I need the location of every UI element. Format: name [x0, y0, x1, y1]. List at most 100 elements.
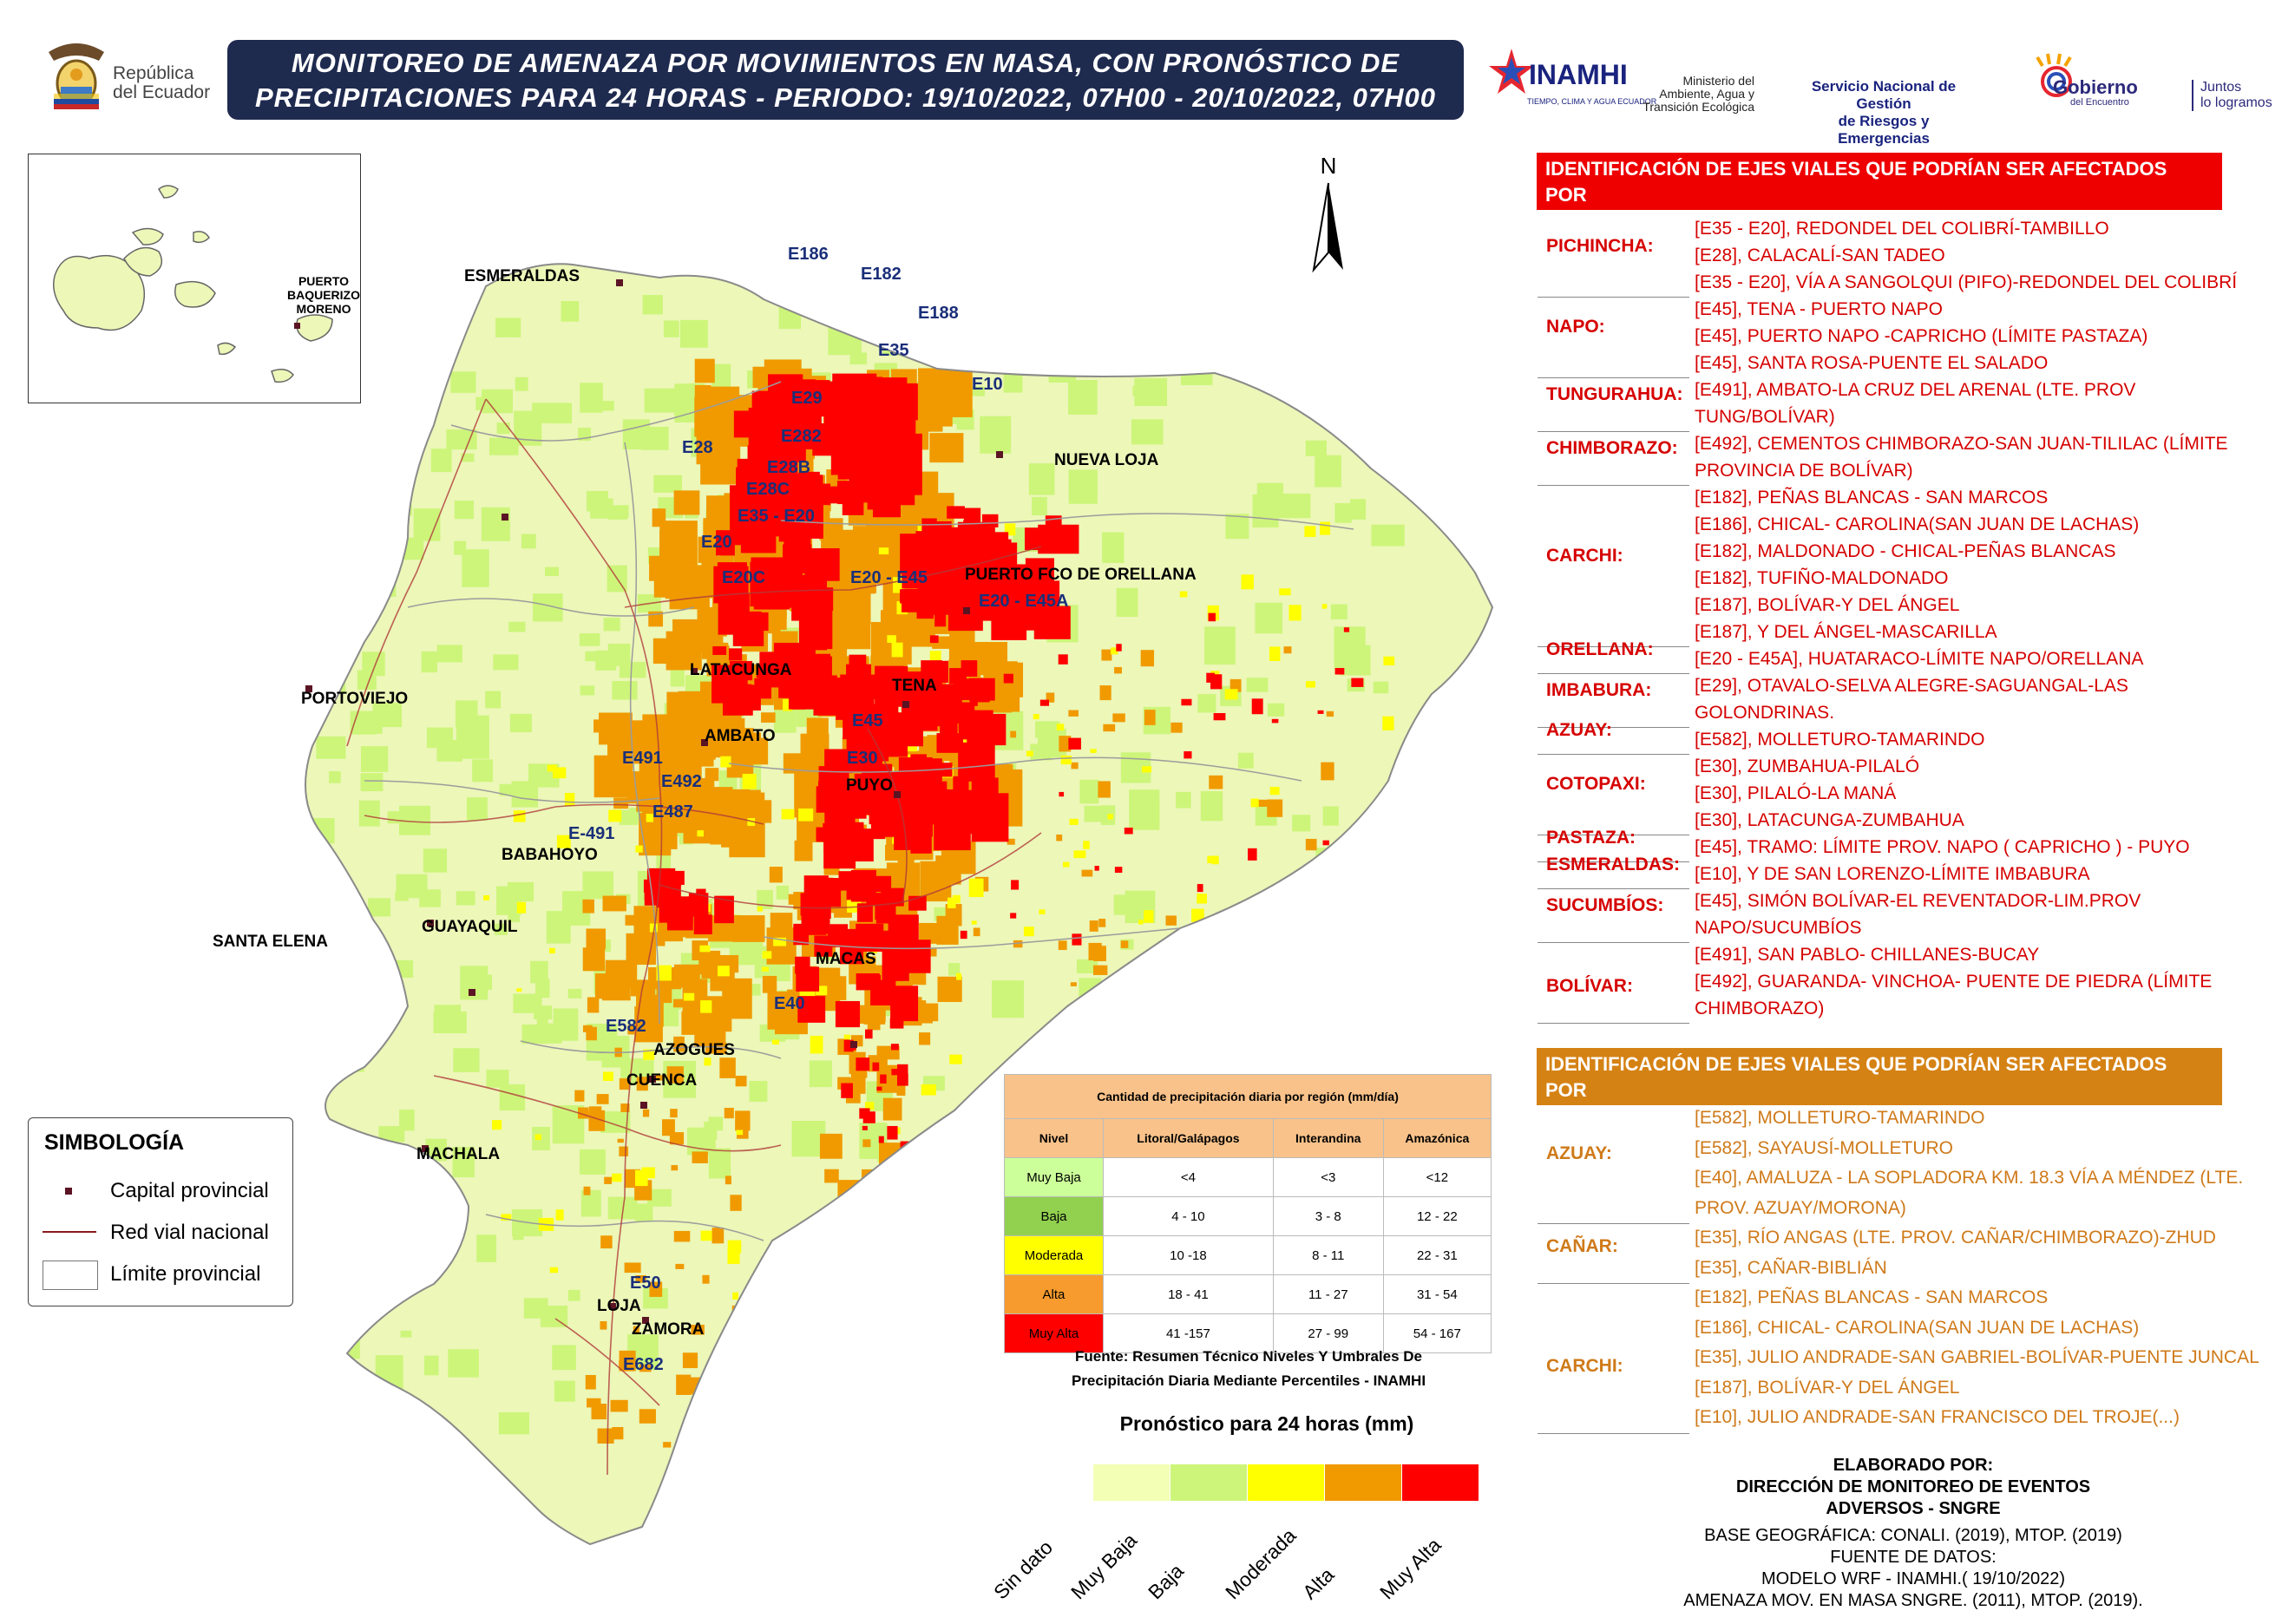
- table-title: Cantidad de precipitación diaria por reg…: [1004, 1074, 1492, 1119]
- province-separator: [1538, 1023, 1689, 1024]
- road-label: E20 - E45: [850, 568, 928, 587]
- muy-alta-entry: [E30], PILALÓ-LA MANÁ: [1695, 783, 1897, 803]
- alta-entry: [E40], AMALUZA - LA SOPLADORA KM. 18.3 V…: [1695, 1168, 2244, 1188]
- alta-province: CARCHI:: [1546, 1355, 1623, 1376]
- muy-alta-entry: [E10], Y DE SAN LORENZO-LÍMITE IMBABURA: [1695, 864, 2090, 884]
- table-cell: <4: [1102, 1157, 1274, 1197]
- road-label: E45: [852, 711, 883, 730]
- table-row: Moderada 10 -18 8 - 11 22 - 31: [1004, 1235, 1492, 1275]
- table-cell: 3 - 8: [1272, 1196, 1384, 1236]
- inamhi-logo-text: INAMHI: [1529, 59, 1628, 90]
- scale-swatch: [1170, 1464, 1247, 1501]
- table-source: Fuente: Resumen Técnico Niveles Y Umbral…: [998, 1345, 1499, 1393]
- muy-alta-entry: [E35 - E20], REDONDEL DEL COLIBRÍ-TAMBIL…: [1695, 219, 2109, 239]
- muy-alta-entry: [E187], Y DEL ÁNGEL-MASCARILLA: [1695, 622, 1997, 642]
- table-cell: Alta: [1004, 1274, 1104, 1314]
- road-label: E50: [630, 1274, 661, 1293]
- capital-marker: [469, 989, 475, 996]
- place-label: MACHALA: [416, 1145, 501, 1163]
- muy-alta-entry: [E582], MOLLETURO-TAMARINDO: [1695, 730, 1985, 750]
- credits-line5: FUENTE DE DATOS:: [1830, 1548, 1997, 1567]
- muy-alta-province: CHIMBORAZO:: [1546, 437, 1678, 458]
- province-separator: [1538, 673, 1689, 674]
- title-line1: MONITOREO DE AMENAZA POR MOVIMIENTOS EN …: [291, 48, 1400, 78]
- muy-alta-province: AZUAY:: [1546, 720, 1612, 740]
- muy-alta-province: SUCUMBÍOS:: [1546, 894, 1664, 915]
- ministerio-line2: Ambiente, Agua y: [1659, 87, 1754, 101]
- road-label: E35: [878, 341, 909, 360]
- alta-entry: [E35], CAÑAR-BIBLIÁN: [1695, 1257, 1887, 1278]
- capital-marker: [642, 1317, 649, 1324]
- alta-province: CAÑAR:: [1546, 1235, 1618, 1256]
- place-label: AMBATO: [705, 727, 776, 745]
- alta-entry: PROV. AZUAY/MORONA): [1695, 1197, 1906, 1218]
- muy-alta-entry: [E45], SANTA ROSA-PUENTE EL SALADO: [1695, 353, 2049, 373]
- country-border: [305, 263, 1494, 1546]
- place-label: GUAYAQUIL: [422, 918, 518, 936]
- province-separator: [1538, 1432, 1689, 1434]
- muy-alta-province: PICHINCHA:: [1546, 236, 1654, 256]
- capital-marker: [850, 1041, 857, 1048]
- muy-alta-entry: PROVINCIA DE BOLÍVAR): [1695, 461, 1913, 481]
- place-label: SANTA ELENA: [213, 933, 328, 951]
- credits-line7: AMENAZA MOV. EN MASA SNGRE. (2011), MTOP…: [1683, 1591, 2143, 1610]
- alta-header-line1: IDENTIFICACIÓN DE EJES VIALES QUE PODRÍA…: [1545, 1053, 2167, 1101]
- table-row: Baja 4 - 10 3 - 8 12 - 22: [1004, 1196, 1492, 1236]
- republica-line2: del Ecuador: [113, 82, 211, 102]
- alta-entry: [E582], SAYAUSÍ-MOLLETURO: [1695, 1137, 1953, 1158]
- ministerio-logo: Ministerio del Ambiente, Agua y Transici…: [1616, 75, 1754, 114]
- road-label: E-491: [568, 824, 615, 843]
- muy-alta-entry: [E45], SIMÓN BOLÍVAR-EL REVENTADOR-LIM.P…: [1695, 891, 2141, 911]
- muy-alta-province: PASTAZA:: [1546, 828, 1636, 848]
- place-label: CUENCA: [626, 1071, 698, 1090]
- national-road-network: [346, 398, 1042, 1476]
- capital-marker: [502, 514, 508, 521]
- muy-alta-entry: [E20 - E45A], HUATARACO-LÍMITE NAPO/OREL…: [1695, 649, 2144, 669]
- muy-alta-entry: [E28], CALACALÍ-SAN TADEO: [1695, 246, 1945, 265]
- juntos-line1: Juntos: [2200, 80, 2242, 95]
- provincial-capitals: [305, 279, 1003, 1324]
- scale-swatch: [1325, 1464, 1401, 1501]
- sngre-logo: Servicio Nacional de Gestión de Riesgos …: [1793, 78, 1975, 147]
- table-cell: 4 - 10: [1102, 1196, 1274, 1236]
- simbologia-road-label: Red vial nacional: [110, 1221, 269, 1244]
- alta-entry: [E10], JULIO ANDRADE-SAN FRANCISCO DEL T…: [1695, 1407, 2180, 1427]
- north-arrow-label: N: [1320, 153, 1337, 179]
- fuente-line2: Precipitación Diaria Mediante Percentile…: [1071, 1372, 1426, 1389]
- province-separator: [1538, 377, 1689, 378]
- muy-alta-entry: [E30], LATACUNGA-ZUMBAHUA: [1695, 810, 1964, 830]
- muy-alta-entry: CHIMBORAZO): [1695, 999, 1825, 1018]
- table-cell: Baja: [1004, 1196, 1104, 1236]
- muy-alta-header: IDENTIFICACIÓN DE EJES VIALES QUE PODRÍA…: [1537, 153, 2222, 232]
- road-label: E28C: [746, 480, 790, 499]
- inamhi-logo-icon: [1489, 49, 1534, 94]
- province-separator: [1538, 888, 1689, 889]
- table-cell: 54 - 167: [1382, 1313, 1492, 1353]
- road-label: E28B: [767, 458, 811, 477]
- road-label: E188: [918, 304, 959, 323]
- road-label: E29: [791, 389, 823, 408]
- muy-alta-province: COTOPAXI:: [1546, 774, 1646, 794]
- table-body: Muy Baja <4 <3 <12 Baja 4 - 10 3 - 8 12 - 22 Mod…: [1004, 1157, 1492, 1353]
- republica-text: República del Ecuador: [113, 64, 210, 102]
- gobierno-sub-text: del Encuentro: [2070, 97, 2129, 108]
- road-label: E487: [652, 802, 693, 822]
- place-label: MACAS: [816, 950, 876, 968]
- road-label: E30: [847, 749, 878, 768]
- capital-marker: [427, 920, 434, 927]
- gobierno-logo-icon: [2036, 53, 2072, 97]
- table-cell: Moderada: [1004, 1235, 1104, 1275]
- table-cell: 11 - 27: [1272, 1274, 1384, 1314]
- muy-alta-province: NAPO:: [1546, 317, 1605, 337]
- muy-alta-entry: [E182], TUFIÑO-MALDONADO: [1695, 568, 1949, 588]
- muy-alta-header-line1: IDENTIFICACIÓN DE EJES VIALES QUE PODRÍA…: [1545, 158, 2167, 206]
- place-label: PUERTO FCO DE ORELLANA: [965, 566, 1197, 584]
- place-label: AZOGUES: [653, 1041, 735, 1059]
- alta-entry: [E35], RÍO ANGAS (LTE. PROV. CAÑAR/CHIMB…: [1695, 1228, 2216, 1247]
- table-header-row: Nivel Litoral/Galápagos Interandina Amazóni…: [1004, 1118, 1492, 1158]
- road-label: E40: [774, 994, 805, 1013]
- place-label: TENA: [892, 677, 937, 695]
- fuente-line1: Fuente: Resumen Técnico Niveles Y Umbral…: [1075, 1348, 1422, 1365]
- capital-marker: [894, 791, 901, 798]
- table-cell: 12 - 22: [1382, 1196, 1492, 1236]
